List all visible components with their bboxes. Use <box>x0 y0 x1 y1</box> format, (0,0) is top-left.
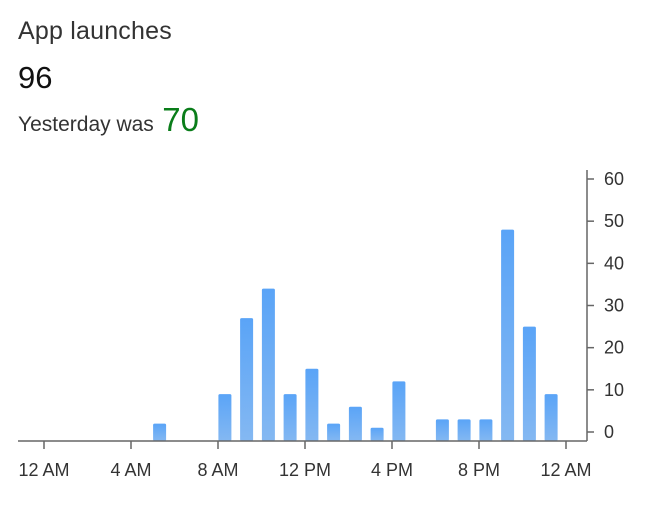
y-axis-ticks: 0 10 20 30 40 50 60 <box>587 169 624 442</box>
x-tick-label: 8 AM <box>197 460 238 480</box>
y-tick-label: 60 <box>604 169 624 189</box>
y-tick-label: 30 <box>604 296 624 316</box>
card-title: App launches <box>18 17 172 45</box>
bar-hour-18 <box>435 419 449 441</box>
bars-group <box>153 229 558 442</box>
bar-hour-13 <box>327 423 341 441</box>
bar-hour-11 <box>283 394 297 441</box>
bar-hour-22 <box>522 326 536 441</box>
x-tick-label: 8 PM <box>458 460 500 480</box>
bar-hour-12 <box>305 368 319 442</box>
bar-hour-20 <box>479 419 493 441</box>
x-tick-label: 4 AM <box>110 460 151 480</box>
bar-hour-23 <box>544 394 558 441</box>
bar-hour-14 <box>348 406 362 441</box>
bar-hour-10 <box>261 288 275 441</box>
x-tick-label: 12 PM <box>279 460 331 480</box>
bar-hour-16 <box>392 381 406 441</box>
bar-hour-21 <box>501 229 515 441</box>
x-axis-ticks: 12 AM 4 AM 8 AM 12 PM 4 PM 8 PM 12 AM <box>18 441 592 480</box>
bar-hour-15 <box>370 427 384 441</box>
y-tick-label: 20 <box>604 338 624 358</box>
metric-value: 96 <box>18 60 53 95</box>
bar-hour-5 <box>153 423 167 441</box>
x-tick-label: 4 PM <box>371 460 413 480</box>
y-tick-label: 0 <box>604 422 614 442</box>
bar-hour-19 <box>457 419 471 441</box>
y-tick-label: 40 <box>604 253 624 273</box>
comparison-line: Yesterday was 70 <box>18 101 199 139</box>
y-tick-label: 10 <box>604 380 624 400</box>
comparison-value: 70 <box>162 101 199 138</box>
comparison-label: Yesterday was <box>18 113 154 136</box>
x-tick-label: 12 AM <box>18 460 69 480</box>
bar-hour-8 <box>218 394 232 441</box>
bar-hour-9 <box>240 318 254 441</box>
x-tick-label: 12 AM <box>540 460 591 480</box>
y-tick-label: 50 <box>604 211 624 231</box>
